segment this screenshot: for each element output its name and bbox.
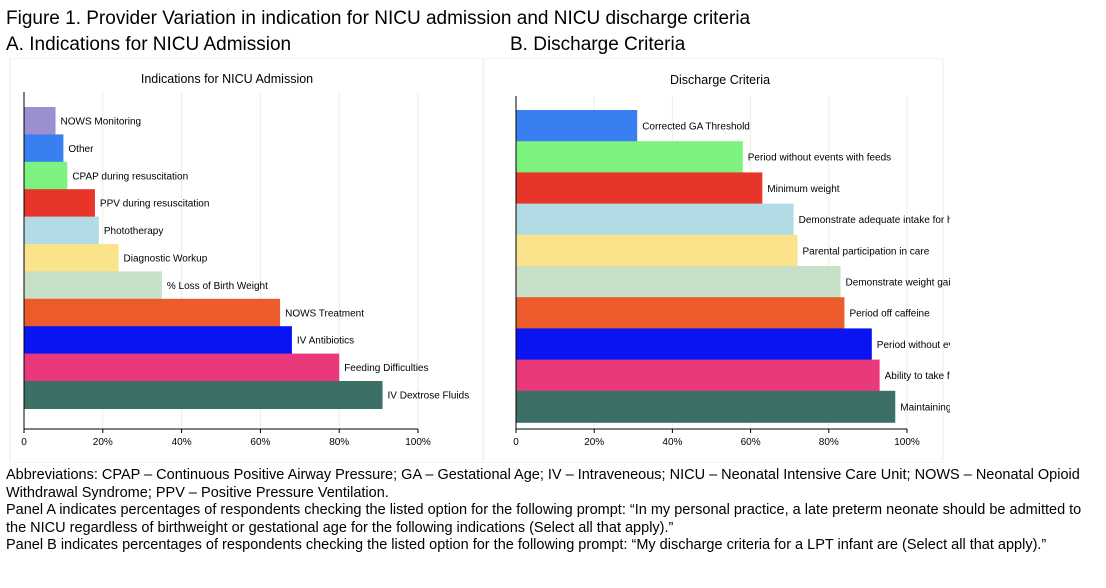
admission-chart-svg: Indications for NICU Admission NOWS Monit… — [9, 57, 484, 464]
admission-bar-label: PPV during resuscitation — [100, 199, 210, 210]
abbreviations-note: Abbreviations: CPAP – Continuous Positiv… — [6, 467, 1080, 501]
discharge-bar-label: Ability to take feeds by mouth — [885, 371, 950, 382]
discharge-bar-label: Demonstrate weight gain — [846, 278, 950, 289]
admission-bar-label: CPAP during resuscitation — [72, 171, 188, 182]
admission-bar — [24, 161, 68, 190]
panel-a-label: A. Indications for NICU Admission — [6, 34, 292, 55]
discharge-bar — [516, 141, 743, 174]
discharge-bar — [516, 234, 798, 267]
admission-bar-label: Feeding Difficulties — [344, 363, 428, 374]
admission-bar — [24, 189, 95, 218]
discharge-x-tick-label: 100% — [894, 437, 920, 448]
admission-bar-label: NOWS Monitoring — [61, 117, 142, 128]
discharge-x-tick-label: 20% — [584, 437, 604, 448]
figure-notes: Abbreviations: CPAP – Continuous Positiv… — [6, 467, 1100, 555]
admission-chart: Indications for NICU Admission NOWS Monit… — [0, 57, 484, 464]
discharge-bar-label: Period without events with feeds — [748, 153, 891, 164]
admission-bar — [24, 353, 340, 382]
admission-bar-label: Other — [68, 144, 94, 155]
discharge-bar — [516, 110, 638, 142]
admission-bar — [24, 107, 56, 135]
discharge-bar — [516, 328, 872, 361]
discharge-bar — [516, 297, 845, 330]
discharge-bar-label: Parental participation in care — [803, 246, 930, 257]
discharge-bar — [516, 266, 841, 298]
discharge-bar-label: Minimum weight — [767, 184, 839, 195]
admission-bar-label: IV Antibiotics — [297, 336, 354, 347]
discharge-bar — [516, 359, 880, 392]
admission-bar-label: NOWS Treatment — [285, 308, 364, 319]
discharge-chart: Discharge Criteria Corrected GA Threshold… — [483, 57, 1034, 464]
admission-bar-label: Diagnostic Workup — [124, 254, 208, 265]
discharge-x-tick-label: 80% — [819, 437, 839, 448]
admission-x-tick-label: 60% — [250, 437, 270, 448]
discharge-bar-label: Maintaining temperature — [900, 402, 950, 413]
admission-x-tick-label: 80% — [329, 437, 349, 448]
panel-b-label: B. Discharge Criteria — [510, 34, 686, 55]
discharge-chart-svg: Discharge Criteria Corrected GA Threshold… — [483, 57, 1034, 464]
figure-title: Figure 1. Provider Variation in indicati… — [6, 8, 751, 29]
panel-a-note: Panel A indicates percentages of respond… — [6, 502, 1082, 536]
discharge-bar-label: Period off caffeine — [849, 309, 930, 320]
admission-bar-label: Phototherapy — [104, 226, 164, 237]
discharge-bar-label: Period without events without feeds — [877, 340, 950, 351]
admission-x-tick-label: 0 — [21, 437, 27, 448]
discharge-bar-label: Demonstrate adequate intake for hydratio… — [799, 215, 950, 226]
discharge-bar — [516, 172, 763, 205]
discharge-bar — [516, 203, 794, 236]
admission-bar-label: IV Dextrose Fluids — [388, 391, 470, 402]
admission-x-tick-label: 100% — [405, 437, 431, 448]
discharge-bar — [516, 390, 896, 423]
admission-bar — [24, 271, 162, 300]
discharge-x-tick-label: 0 — [513, 437, 519, 448]
discharge-x-tick-label: 60% — [741, 437, 761, 448]
admission-bar — [24, 326, 292, 355]
admission-bar — [24, 298, 281, 327]
admission-bar-label: % Loss of Birth Weight — [167, 281, 268, 292]
panel-b-note: Panel B indicates percentages of respond… — [6, 537, 1047, 553]
admission-bar — [24, 381, 383, 409]
discharge-chart-title: Discharge Criteria — [670, 73, 770, 87]
discharge-bar-label: Corrected GA Threshold — [642, 122, 750, 133]
admission-x-tick-label: 20% — [93, 437, 113, 448]
discharge-x-tick-label: 40% — [662, 437, 682, 448]
admission-bar — [24, 244, 119, 272]
admission-bar — [24, 216, 99, 245]
admission-chart-title: Indications for NICU Admission — [141, 72, 313, 86]
admission-x-tick-label: 40% — [172, 437, 192, 448]
admission-bar — [24, 134, 64, 163]
